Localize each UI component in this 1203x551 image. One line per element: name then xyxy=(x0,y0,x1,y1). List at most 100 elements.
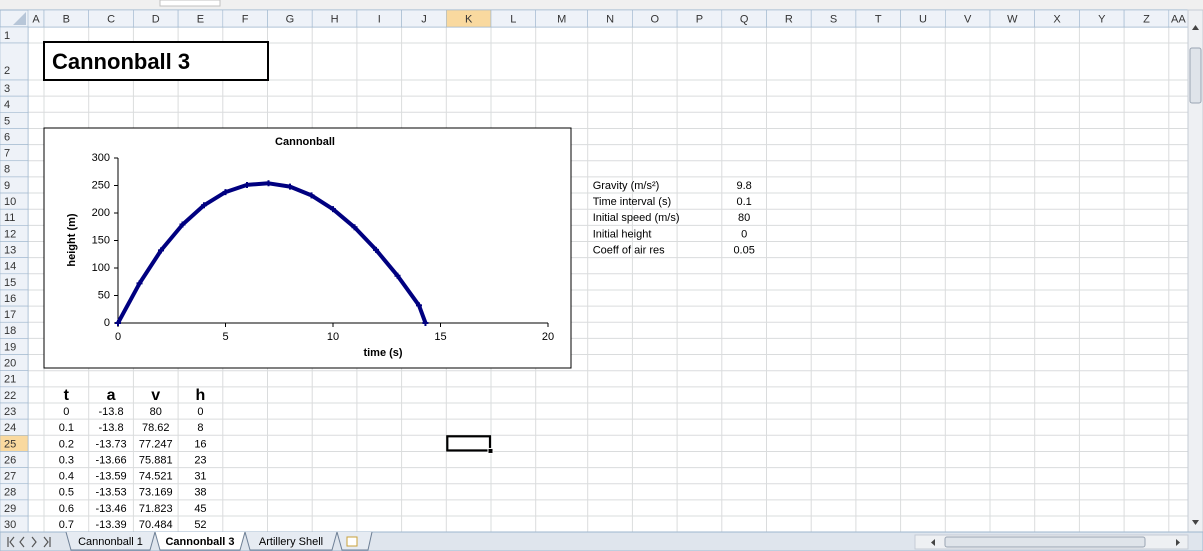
table-cell: -13.8 xyxy=(99,406,124,418)
x-tick-label: 5 xyxy=(222,331,228,343)
data-point xyxy=(201,202,207,209)
row-header-label: 20 xyxy=(4,358,16,370)
row-header-label: 24 xyxy=(4,422,16,434)
parameter-value: 80 xyxy=(738,212,750,224)
row-header-label: 10 xyxy=(4,196,16,208)
table-header: a xyxy=(107,387,116,404)
row-header-label: 2 xyxy=(4,65,10,77)
table-cell: -13.66 xyxy=(95,454,126,466)
row-header-label: 17 xyxy=(4,309,16,321)
sheet-tab[interactable] xyxy=(154,531,246,551)
data-point xyxy=(136,280,143,287)
column-header-label: D xyxy=(152,13,160,25)
row-header-label: 23 xyxy=(4,406,16,418)
h-scroll-right[interactable] xyxy=(1176,539,1180,546)
selected-cell[interactable] xyxy=(446,435,492,452)
column-header-label: I xyxy=(378,13,381,25)
column-header-label: U xyxy=(919,13,927,25)
parameter-value: 0.1 xyxy=(737,196,752,208)
column-header-label: C xyxy=(107,13,115,25)
table-cell: 38 xyxy=(194,487,206,499)
sheet-tab[interactable] xyxy=(65,531,156,551)
table-cell: -13.53 xyxy=(95,487,126,499)
table-cell: 0.1 xyxy=(59,422,74,434)
table-cell: 0 xyxy=(197,406,203,418)
table-cell: 23 xyxy=(194,454,206,466)
table-cell: 77.247 xyxy=(139,438,173,450)
table-cell: 16 xyxy=(194,438,206,450)
data-point xyxy=(373,246,379,253)
y-tick-label: 100 xyxy=(92,262,110,274)
scroll-thumb[interactable] xyxy=(1189,47,1202,104)
h-scroll-left[interactable] xyxy=(931,539,935,546)
row-header-label: 27 xyxy=(4,471,16,483)
row-header-label: 30 xyxy=(4,519,16,531)
y-tick-label: 250 xyxy=(92,179,110,191)
parameter-value: 0 xyxy=(741,228,747,240)
table-cell: -13.59 xyxy=(95,471,126,483)
column-header-label: AA xyxy=(1171,13,1186,25)
row-header-label: 9 xyxy=(4,180,10,192)
table-cell: 45 xyxy=(194,503,206,515)
scroll-down[interactable] xyxy=(1192,520,1199,525)
parameter-label: Initial height xyxy=(593,228,652,240)
data-point xyxy=(330,206,336,213)
tab-nav[interactable] xyxy=(43,536,51,548)
column-header-label: A xyxy=(32,13,40,25)
table-cell: 8 xyxy=(197,422,203,434)
table-cell: 0.6 xyxy=(59,503,74,515)
row-header-label: 28 xyxy=(4,487,16,499)
column-header-label: J xyxy=(421,13,427,25)
sheet-tab[interactable] xyxy=(244,531,338,551)
row-header-label: 1 xyxy=(4,30,10,42)
column-header-label: M xyxy=(557,13,566,25)
parameter-value: 9.8 xyxy=(737,180,752,192)
row-header[interactable] xyxy=(0,42,29,81)
table-cell: -13.8 xyxy=(99,422,124,434)
table-cell: 0 xyxy=(63,406,69,418)
row-header-label: 14 xyxy=(4,261,16,273)
data-point xyxy=(115,320,121,326)
column-header-label: G xyxy=(286,13,295,25)
column-header-label: O xyxy=(650,13,659,25)
toolbar-strip xyxy=(0,0,1203,10)
row-header-label: 21 xyxy=(4,374,16,386)
select-all-corner xyxy=(13,12,26,25)
toolbar-box xyxy=(159,0,221,7)
row-header-label: 18 xyxy=(4,325,16,337)
data-point xyxy=(158,247,164,254)
column-header-label: N xyxy=(606,13,614,25)
tab-nav[interactable] xyxy=(7,536,15,548)
column-header-label: W xyxy=(1007,13,1018,25)
h-scroll-thumb[interactable] xyxy=(944,536,1146,548)
table-cell: 70.484 xyxy=(139,519,173,531)
row-header-label: 19 xyxy=(4,341,16,353)
parameter-value: 0.05 xyxy=(733,244,754,256)
data-point xyxy=(244,181,250,188)
row-header-label: 3 xyxy=(4,83,10,95)
column-header-label: P xyxy=(696,13,703,25)
data-point xyxy=(308,192,315,199)
parameter-label: Gravity (m/s²) xyxy=(593,180,660,192)
table-cell: 73.169 xyxy=(139,487,173,499)
table-cell: 52 xyxy=(194,519,206,531)
tab-nav[interactable] xyxy=(19,536,25,548)
data-point xyxy=(179,221,186,228)
tab-nav[interactable] xyxy=(31,536,37,548)
column-header-label: R xyxy=(785,13,793,25)
column-header-label: B xyxy=(63,13,70,25)
row-header-label: 7 xyxy=(4,148,10,160)
row-header-label: 6 xyxy=(4,131,10,143)
data-point xyxy=(287,183,293,190)
scroll-up[interactable] xyxy=(1192,25,1199,30)
x-tick-label: 15 xyxy=(434,331,446,343)
row-header-label: 12 xyxy=(4,228,16,240)
table-cell: 74.521 xyxy=(139,471,173,483)
x-tick-label: 20 xyxy=(542,331,554,343)
column-header-label: Z xyxy=(1143,13,1150,25)
table-header: t xyxy=(64,387,70,404)
parameter-label: Coeff of air res xyxy=(593,244,665,256)
column-header-label: K xyxy=(465,13,473,25)
